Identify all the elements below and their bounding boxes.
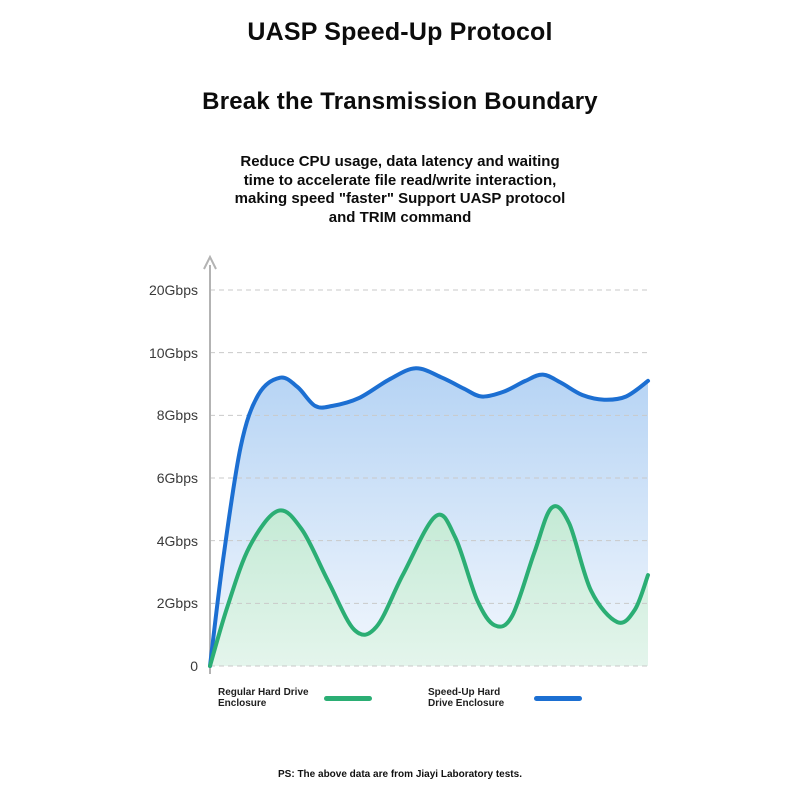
- legend-swatch-regular: [324, 696, 372, 701]
- regular-series-line: [208, 504, 650, 668]
- page-title: UASP Speed-Up Protocol: [247, 18, 553, 46]
- y-tick-label: 0: [190, 658, 198, 674]
- legend-label-regular: Regular Hard Drive Enclosure: [218, 687, 309, 709]
- speed-chart: [203, 254, 650, 674]
- y-tick-label: 2Gbps: [156, 595, 198, 612]
- y-tick-label: 6Gbps: [156, 470, 198, 486]
- legend-label-speedup: Speed-Up Hard Drive Enclosure: [428, 687, 505, 709]
- legend-swatch-speedup: [534, 696, 582, 701]
- footer-note: PS: The above data are from Jiayi Labora…: [278, 769, 522, 780]
- y-axis-arrow-icon: [203, 254, 217, 270]
- y-tick-label: 10Gbps: [148, 344, 198, 361]
- legend-item-regular: Regular Hard Drive Enclosure: [218, 687, 372, 709]
- y-tick-label: 4Gbps: [156, 532, 198, 549]
- description: Reduce CPU usage, data latency and waiti…: [0, 153, 800, 227]
- legend-item-speedup: Speed-Up Hard Drive Enclosure: [428, 687, 582, 709]
- speedup-series-line: [208, 366, 650, 668]
- legend: Regular Hard Drive Enclosure Speed-Up Ha…: [0, 687, 800, 709]
- description-line: making speed "faster" Support UASP proto…: [234, 190, 566, 207]
- description-line: Reduce CPU usage, data latency and waiti…: [240, 153, 560, 170]
- page-subtitle: Break the Transmission Boundary: [202, 88, 598, 115]
- y-tick-label: 20Gbps: [148, 282, 198, 298]
- y-tick-label: 8Gbps: [156, 407, 198, 424]
- description-line: and TRIM command: [328, 208, 472, 226]
- description-line: time to accelerate file read/write inter…: [243, 171, 557, 189]
